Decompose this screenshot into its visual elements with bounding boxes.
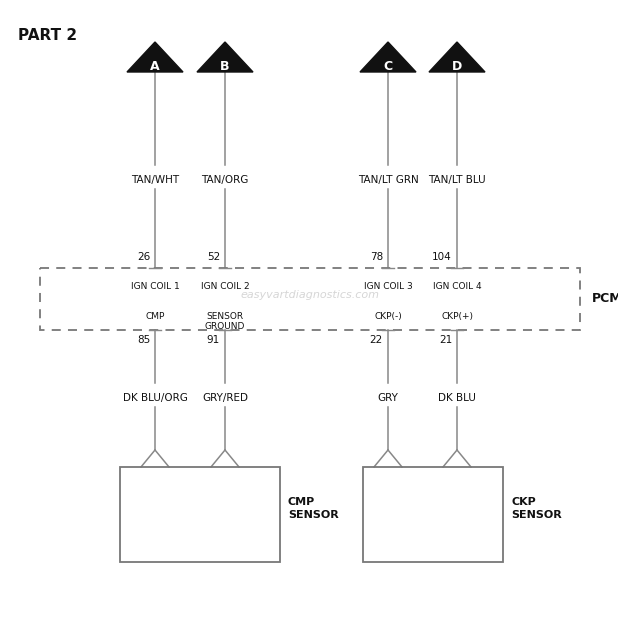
Text: CKP
SENSOR: CKP SENSOR — [511, 497, 562, 520]
Text: TAN/WHT: TAN/WHT — [131, 175, 179, 185]
Text: TAN/LT BLU: TAN/LT BLU — [428, 175, 486, 185]
Bar — [40, 268, 580, 330]
Text: PART 2: PART 2 — [18, 28, 77, 43]
Bar — [120, 467, 280, 562]
Text: GRY: GRY — [378, 393, 399, 403]
Text: IGN COIL 2: IGN COIL 2 — [201, 282, 249, 291]
Text: D: D — [452, 60, 462, 72]
Text: 21: 21 — [439, 335, 452, 345]
Text: CMP: CMP — [145, 312, 164, 321]
Text: 26: 26 — [137, 252, 150, 262]
Text: TAN/LT GRN: TAN/LT GRN — [358, 175, 418, 185]
Text: C: C — [383, 60, 392, 72]
Text: IGN COIL 3: IGN COIL 3 — [363, 282, 412, 291]
Polygon shape — [127, 42, 183, 72]
Text: 78: 78 — [370, 252, 383, 262]
Text: IGN COIL 1: IGN COIL 1 — [130, 282, 179, 291]
Text: DK BLU: DK BLU — [438, 393, 476, 403]
Text: DK BLU/ORG: DK BLU/ORG — [122, 393, 187, 403]
Text: CKP(-): CKP(-) — [374, 312, 402, 321]
Text: 22: 22 — [370, 335, 383, 345]
Text: GRY/RED: GRY/RED — [202, 393, 248, 403]
Text: B: B — [220, 60, 230, 72]
Text: IGN COIL 4: IGN COIL 4 — [433, 282, 481, 291]
Polygon shape — [360, 42, 416, 72]
Text: 91: 91 — [207, 335, 220, 345]
Text: TAN/ORG: TAN/ORG — [201, 175, 248, 185]
Text: A: A — [150, 60, 160, 72]
Polygon shape — [429, 42, 485, 72]
Text: 52: 52 — [207, 252, 220, 262]
Bar — [363, 467, 503, 562]
Text: easyvartdiagnostics.com: easyvartdiagnostics.com — [240, 290, 379, 300]
Text: CMP
SENSOR: CMP SENSOR — [288, 497, 339, 520]
Text: SENSOR
GROUND: SENSOR GROUND — [205, 312, 245, 332]
Text: PCM: PCM — [592, 292, 618, 305]
Text: CKP(+): CKP(+) — [441, 312, 473, 321]
Polygon shape — [197, 42, 253, 72]
Text: 104: 104 — [432, 252, 452, 262]
Text: 85: 85 — [137, 335, 150, 345]
